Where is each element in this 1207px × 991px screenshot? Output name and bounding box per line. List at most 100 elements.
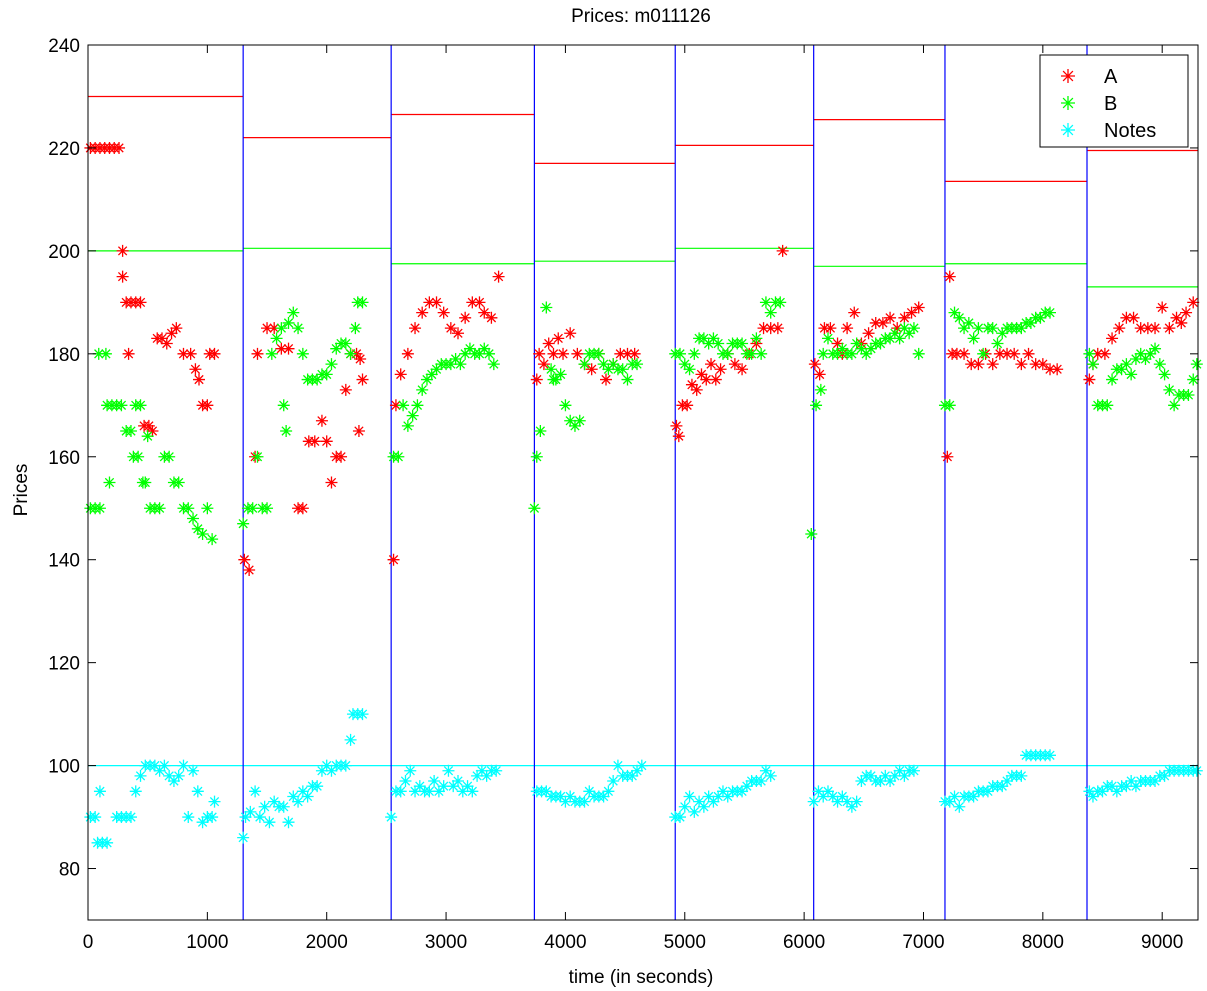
- point-notes: [1096, 785, 1109, 798]
- point-b: [750, 332, 763, 345]
- point-b: [237, 517, 250, 530]
- point-a: [1083, 373, 1096, 386]
- point-b: [568, 419, 581, 432]
- point-notes: [268, 795, 281, 808]
- point-b: [534, 425, 547, 438]
- point-b: [1101, 399, 1114, 412]
- legend-label-b: B: [1104, 93, 1117, 115]
- point-notes: [678, 800, 691, 813]
- point-a: [705, 358, 718, 371]
- point-notes: [855, 775, 868, 788]
- point-b: [991, 337, 1004, 350]
- point-notes: [282, 816, 295, 829]
- point-b: [1168, 399, 1181, 412]
- point-a: [776, 244, 789, 257]
- point-notes: [237, 831, 250, 844]
- point-notes: [540, 785, 553, 798]
- y-axis-label: Prices: [11, 464, 32, 517]
- point-notes: [688, 805, 701, 818]
- point-a: [564, 327, 577, 340]
- point-notes: [1044, 749, 1056, 762]
- point-notes: [187, 764, 200, 777]
- point-a: [201, 399, 214, 412]
- point-a: [1149, 322, 1162, 335]
- point-b: [888, 327, 901, 340]
- point-notes: [461, 780, 474, 793]
- point-b: [356, 296, 369, 309]
- point-b: [483, 347, 496, 360]
- point-b: [182, 502, 195, 515]
- point-notes: [1106, 780, 1119, 793]
- point-b: [1015, 322, 1028, 335]
- point-a: [423, 296, 436, 309]
- point-b: [425, 368, 438, 381]
- point-notes: [597, 790, 610, 803]
- point-a: [571, 347, 584, 360]
- plot-area: [84, 44, 1203, 921]
- point-b: [339, 337, 352, 350]
- point-notes: [817, 790, 830, 803]
- point-notes: [996, 780, 1009, 793]
- point-notes: [89, 811, 102, 824]
- point-a: [116, 270, 129, 283]
- point-a: [764, 322, 777, 335]
- point-b: [275, 322, 288, 335]
- point-a: [387, 553, 400, 566]
- point-b: [201, 502, 214, 515]
- point-notes: [456, 785, 469, 798]
- point-a: [681, 399, 694, 412]
- point-b: [1083, 347, 1096, 360]
- point-a: [261, 322, 274, 335]
- point-b: [822, 332, 834, 345]
- point-b: [967, 332, 980, 345]
- point-b: [1187, 373, 1200, 386]
- point-b: [139, 476, 152, 489]
- point-b: [296, 347, 309, 360]
- point-b: [292, 322, 305, 335]
- point-notes: [452, 775, 464, 788]
- point-a: [600, 373, 612, 386]
- legend-box: [1039, 54, 1189, 148]
- point-b: [1190, 358, 1203, 371]
- point-b: [1144, 347, 1157, 360]
- legend-marker-a: [1061, 69, 1075, 83]
- point-b: [132, 450, 145, 463]
- point-b: [755, 347, 768, 360]
- point-notes: [1001, 775, 1014, 788]
- point-b: [141, 430, 154, 443]
- point-a: [113, 141, 126, 154]
- point-a: [621, 347, 634, 360]
- point-b: [454, 358, 467, 371]
- point-notes: [948, 790, 961, 803]
- point-b: [578, 358, 591, 371]
- point-notes: [1120, 780, 1133, 793]
- x-axis: 0 1000 2000 3000 4000 5000 6000 7000 8000 9000: [83, 45, 1183, 953]
- point-a: [437, 306, 450, 319]
- point-b: [191, 522, 204, 535]
- point-notes: [356, 708, 369, 721]
- point-notes: [712, 790, 725, 803]
- point-b: [251, 450, 264, 463]
- point-a: [416, 306, 429, 319]
- point-a: [409, 322, 422, 335]
- point-b: [473, 347, 486, 360]
- point-b: [977, 347, 990, 360]
- point-notes: [1110, 785, 1123, 798]
- legend-label-a: A: [1104, 66, 1118, 88]
- point-notes: [845, 800, 858, 813]
- point-notes: [683, 790, 696, 803]
- point-notes: [943, 795, 956, 808]
- point-b: [1158, 368, 1171, 381]
- point-a: [1008, 347, 1021, 360]
- point-a: [444, 322, 457, 335]
- point-a: [690, 383, 703, 396]
- point-notes: [258, 800, 271, 813]
- point-a: [189, 363, 202, 376]
- point-b: [805, 527, 818, 540]
- point-notes: [631, 764, 644, 777]
- point-a: [547, 347, 560, 360]
- point-notes: [404, 764, 417, 777]
- point-notes: [409, 785, 422, 798]
- point-notes: [626, 769, 639, 782]
- point-b: [1153, 358, 1166, 371]
